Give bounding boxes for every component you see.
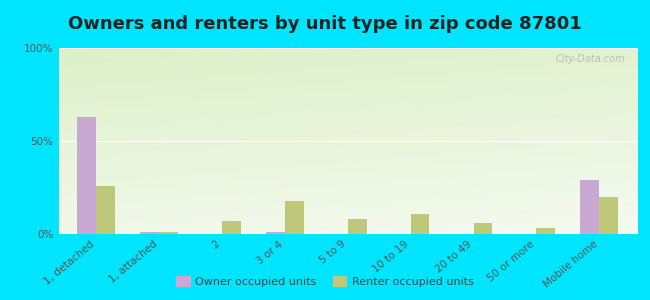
Bar xyxy=(348,219,367,234)
Bar xyxy=(536,228,555,234)
Bar xyxy=(222,221,241,234)
Bar xyxy=(285,200,304,234)
Legend: Owner occupied units, Renter occupied units: Owner occupied units, Renter occupied un… xyxy=(172,272,478,291)
Bar xyxy=(266,232,285,234)
Bar xyxy=(411,214,430,234)
Bar xyxy=(580,180,599,234)
Text: City-Data.com: City-Data.com xyxy=(556,54,625,64)
Bar xyxy=(96,186,115,234)
Text: Owners and renters by unit type in zip code 87801: Owners and renters by unit type in zip c… xyxy=(68,15,582,33)
Bar xyxy=(159,232,178,234)
Bar xyxy=(77,117,96,234)
Bar xyxy=(140,232,159,234)
Bar xyxy=(473,223,493,234)
Bar xyxy=(599,197,618,234)
